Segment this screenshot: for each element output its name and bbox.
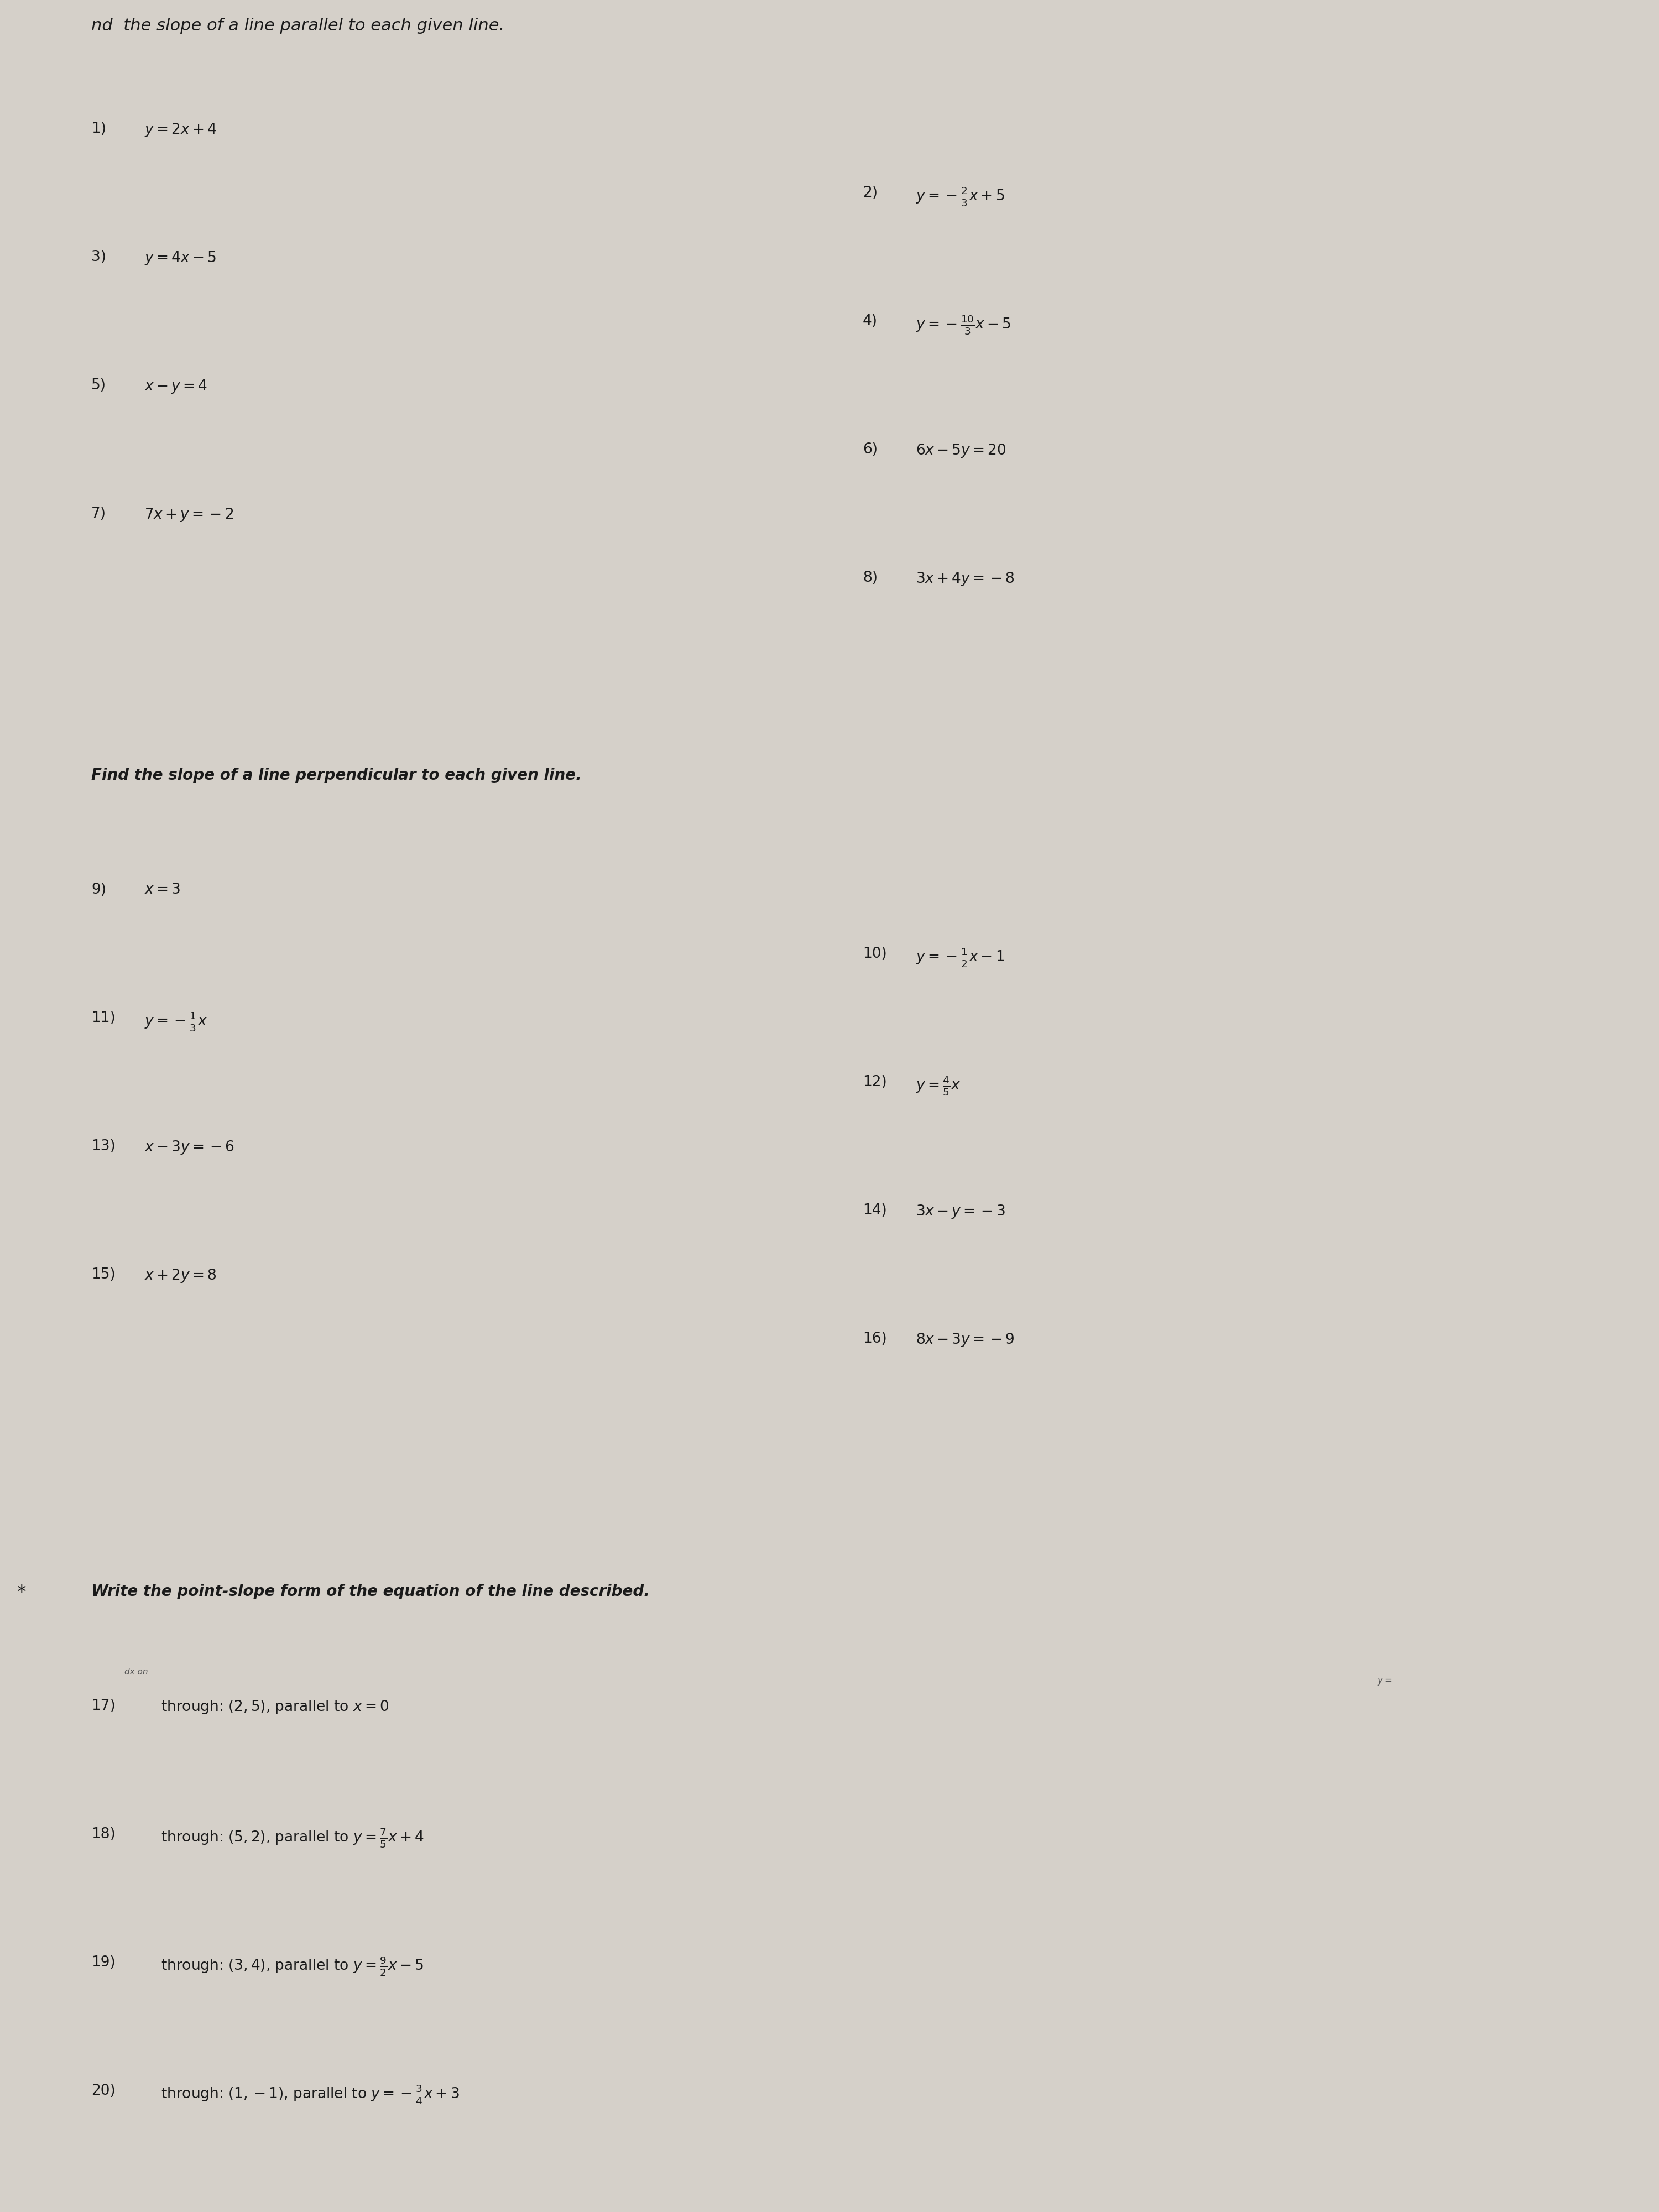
- Text: $3x+4y=-8$: $3x+4y=-8$: [916, 571, 1015, 586]
- Text: 14): 14): [863, 1203, 888, 1217]
- Text: 9): 9): [91, 883, 106, 898]
- Text: $x-3y=-6$: $x-3y=-6$: [144, 1139, 234, 1155]
- Text: 12): 12): [863, 1075, 888, 1088]
- Text: $y=-\frac{1}{2}x-1$: $y=-\frac{1}{2}x-1$: [916, 947, 1004, 969]
- Text: dx on: dx on: [124, 1668, 148, 1677]
- Text: *: *: [17, 1584, 27, 1601]
- Text: through: $(2, 5)$, parallel to $x=0$: through: $(2, 5)$, parallel to $x=0$: [161, 1699, 388, 1717]
- Text: $x+2y=8$: $x+2y=8$: [144, 1267, 216, 1283]
- Text: 20): 20): [91, 2084, 116, 2097]
- Text: 18): 18): [91, 1827, 116, 1840]
- Text: 13): 13): [91, 1139, 116, 1155]
- Text: $7x+y=-2$: $7x+y=-2$: [144, 507, 234, 524]
- Text: $y=2x+4$: $y=2x+4$: [144, 122, 217, 137]
- Text: 8): 8): [863, 571, 878, 584]
- Text: 10): 10): [863, 947, 888, 960]
- Text: through: $(1, -1)$, parallel to $y=-\frac{3}{4}x+3$: through: $(1, -1)$, parallel to $y=-\fra…: [161, 2084, 460, 2106]
- Text: 11): 11): [91, 1011, 116, 1026]
- Text: $y=4x-5$: $y=4x-5$: [144, 250, 216, 268]
- Text: nd  the slope of a line parallel to each given line.: nd the slope of a line parallel to each …: [91, 18, 504, 33]
- Text: $y=-\frac{10}{3}x-5$: $y=-\frac{10}{3}x-5$: [916, 314, 1010, 336]
- Text: 16): 16): [863, 1332, 888, 1345]
- Text: 6): 6): [863, 442, 878, 458]
- Text: $x=3$: $x=3$: [144, 883, 181, 898]
- Text: $3x-y=-3$: $3x-y=-3$: [916, 1203, 1005, 1221]
- Text: 19): 19): [91, 1955, 116, 1971]
- Text: 3): 3): [91, 250, 106, 265]
- Text: 2): 2): [863, 186, 878, 201]
- Text: 15): 15): [91, 1267, 116, 1283]
- Text: Write the point-slope form of the equation of the line described.: Write the point-slope form of the equati…: [91, 1584, 650, 1599]
- Text: Find the slope of a line perpendicular to each given line.: Find the slope of a line perpendicular t…: [91, 768, 582, 783]
- Text: $y=\frac{4}{5}x$: $y=\frac{4}{5}x$: [916, 1075, 961, 1097]
- Text: $y=-\frac{2}{3}x+5$: $y=-\frac{2}{3}x+5$: [916, 186, 1005, 208]
- Text: $8x-3y=-9$: $8x-3y=-9$: [916, 1332, 1015, 1349]
- Text: $y=-\frac{1}{3}x$: $y=-\frac{1}{3}x$: [144, 1011, 207, 1033]
- Text: 7): 7): [91, 507, 106, 522]
- Text: 4): 4): [863, 314, 878, 327]
- Text: $x-y=4$: $x-y=4$: [144, 378, 207, 394]
- Text: 5): 5): [91, 378, 106, 394]
- Text: $y=$: $y=$: [1377, 1677, 1392, 1686]
- Text: 1): 1): [91, 122, 106, 137]
- Text: 17): 17): [91, 1699, 116, 1712]
- Text: $6x-5y=20$: $6x-5y=20$: [916, 442, 1005, 460]
- Text: through: $(5, 2)$, parallel to $y=\frac{7}{5}x+4$: through: $(5, 2)$, parallel to $y=\frac{…: [161, 1827, 425, 1849]
- Text: through: $(3, 4)$, parallel to $y=\frac{9}{2}x-5$: through: $(3, 4)$, parallel to $y=\frac{…: [161, 1955, 423, 1978]
